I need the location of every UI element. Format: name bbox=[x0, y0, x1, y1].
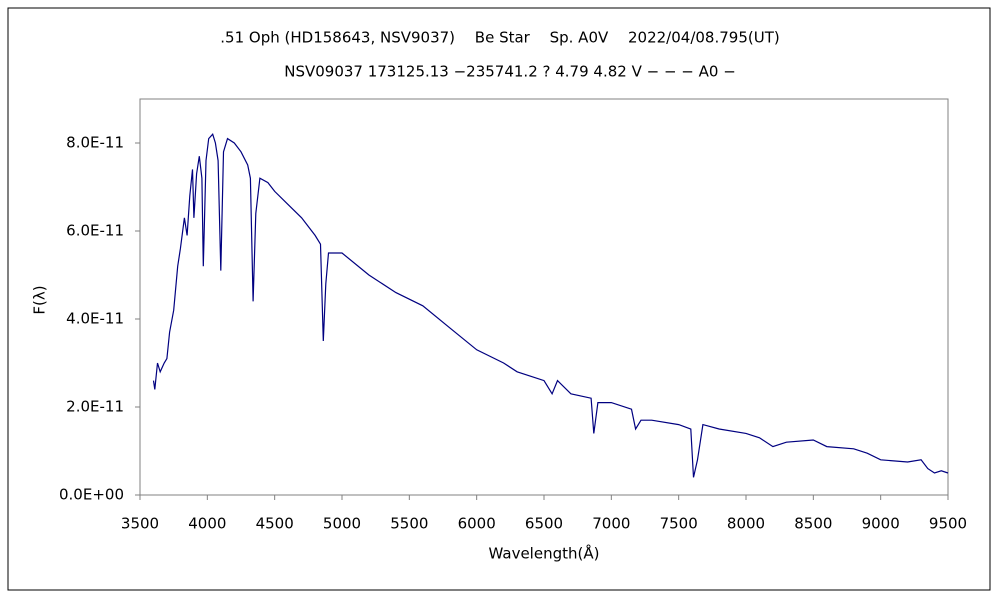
x-tick-label: 7000 bbox=[592, 515, 630, 533]
x-tick-label: 6500 bbox=[525, 515, 563, 533]
y-tick-label: 8.0E-11 bbox=[66, 134, 124, 152]
chart-subtitle: NSV09037 173125.13 −235741.2 ? 4.79 4.82… bbox=[284, 63, 736, 81]
x-axis-label: Wavelength(Å) bbox=[489, 544, 600, 563]
x-tick-label: 5500 bbox=[390, 515, 428, 533]
x-tick-label: 4500 bbox=[256, 515, 294, 533]
x-tick-label: 4000 bbox=[188, 515, 226, 533]
plot-area bbox=[139, 98, 949, 496]
y-tick-label: 6.0E-11 bbox=[66, 222, 124, 240]
y-tick-label: 4.0E-11 bbox=[66, 310, 124, 328]
x-tick-label: 9000 bbox=[862, 515, 900, 533]
y-tick-label: 2.0E-11 bbox=[66, 398, 124, 416]
x-tick-label: 6000 bbox=[458, 515, 496, 533]
x-tick-label: 3500 bbox=[121, 515, 159, 533]
x-tick-label: 9500 bbox=[929, 515, 967, 533]
chart-title: .51 Oph (HD158643, NSV9037) Be Star Sp. … bbox=[220, 29, 779, 47]
x-tick-label: 7500 bbox=[660, 515, 698, 533]
y-axis-label: F(λ) bbox=[31, 285, 49, 314]
spectrum-line bbox=[152, 133, 949, 478]
x-tick-label: 8000 bbox=[727, 515, 765, 533]
x-tick-label: 8500 bbox=[794, 515, 832, 533]
x-tick-label: 5000 bbox=[323, 515, 361, 533]
y-tick-label: 0.0E+00 bbox=[59, 486, 124, 504]
